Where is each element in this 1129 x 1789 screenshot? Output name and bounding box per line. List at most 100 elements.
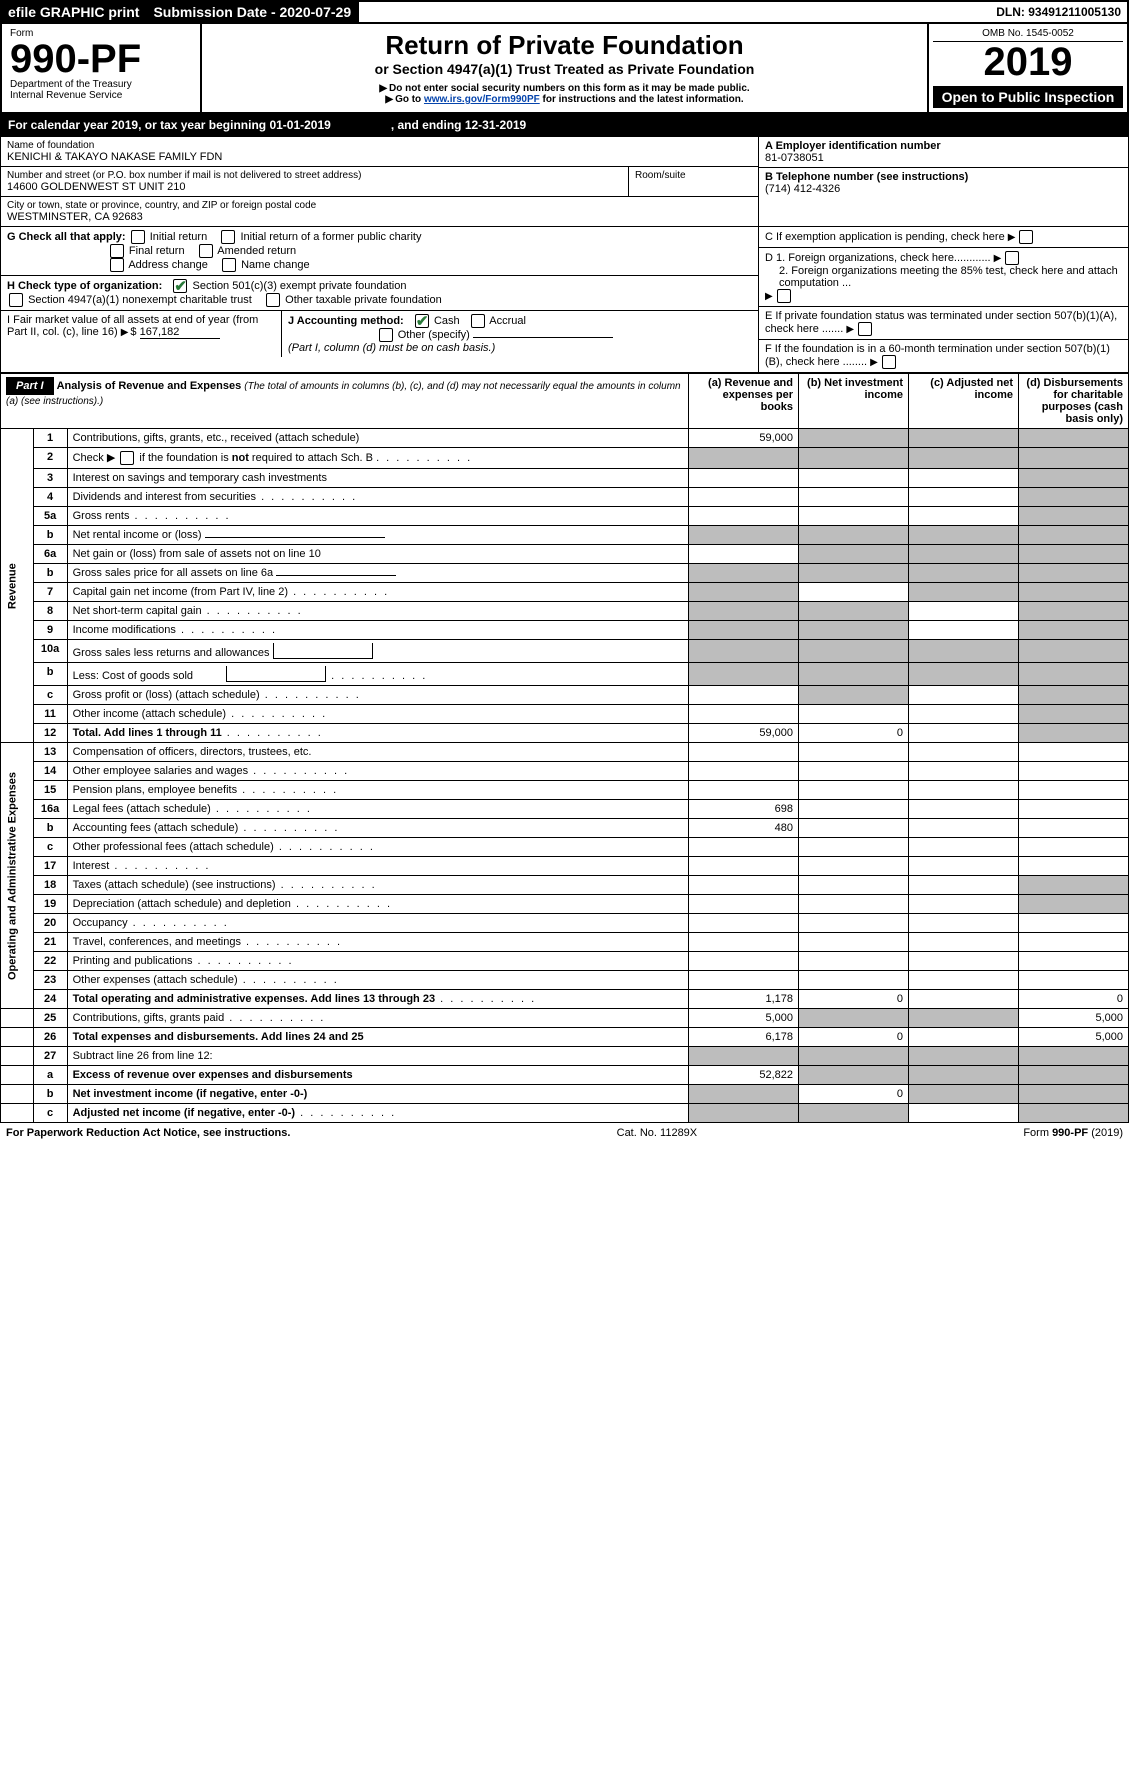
row-desc: Capital gain net income (from Part IV, l…	[67, 583, 688, 602]
g-initial-return-checkbox[interactable]	[131, 230, 145, 244]
row-num: c	[33, 1104, 67, 1123]
table-row: b Gross sales price for all assets on li…	[1, 564, 1129, 583]
row-desc: Other income (attach schedule)	[67, 705, 688, 724]
foundation-name: KENICHI & TAKAYO NAKASE FAMILY FDN	[7, 151, 752, 163]
cell-a: 5,000	[689, 1009, 799, 1028]
e-checkbox[interactable]	[858, 322, 872, 336]
j-note: (Part I, column (d) must be on cash basi…	[288, 342, 495, 354]
row-desc: Contributions, gifts, grants paid	[67, 1009, 688, 1028]
row-num: 10a	[33, 640, 67, 663]
instructions-link[interactable]: www.irs.gov/Form990PF	[424, 94, 540, 105]
h-opt-1: Section 501(c)(3) exempt private foundat…	[192, 280, 406, 292]
row-num: 19	[33, 895, 67, 914]
cell-d	[1019, 429, 1129, 448]
h-opt-2: Section 4947(a)(1) nonexempt charitable …	[28, 294, 252, 306]
dln-label: DLN: 93491211005130	[990, 2, 1127, 22]
row-desc: Adjusted net income (if negative, enter …	[67, 1104, 688, 1123]
form-header: Form 990-PF Department of the Treasury I…	[0, 24, 1129, 114]
phone-label: B Telephone number (see instructions)	[765, 171, 1122, 183]
g-name-change-checkbox[interactable]	[222, 258, 236, 272]
efile-print-button[interactable]: efile GRAPHIC print	[2, 2, 147, 22]
h-other-checkbox[interactable]	[266, 293, 280, 307]
table-row: 21 Travel, conferences, and meetings	[1, 933, 1129, 952]
col-a-header: (a) Revenue and expenses per books	[689, 374, 799, 429]
phone-value: (714) 412-4326	[765, 183, 1122, 195]
row-desc: Dividends and interest from securities	[67, 488, 688, 507]
g-amended-checkbox[interactable]	[199, 244, 213, 258]
expenses-vlabel: Operating and Administrative Expenses	[1, 743, 34, 1009]
row-desc: Income modifications	[67, 621, 688, 640]
d2-label: 2. Foreign organizations meeting the 85%…	[765, 265, 1122, 289]
table-row: 11 Other income (attach schedule)	[1, 705, 1129, 724]
row-desc: Contributions, gifts, grants, etc., rece…	[67, 429, 688, 448]
note-goto-suffix: for instructions and the latest informat…	[543, 94, 744, 105]
table-row: 20 Occupancy	[1, 914, 1129, 933]
submission-date: Submission Date - 2020-07-29	[147, 2, 359, 22]
j-other: Other (specify)	[398, 329, 470, 341]
h-501c3-checkbox[interactable]	[173, 279, 187, 293]
g-label: G Check all that apply:	[7, 231, 126, 243]
table-row: Revenue 1 Contributions, gifts, grants, …	[1, 429, 1129, 448]
g-opt-0: Initial return	[150, 231, 207, 243]
name-label: Name of foundation	[7, 140, 752, 151]
table-row: 2 Check ▶ if the foundation is not requi…	[1, 448, 1129, 469]
row-desc: Legal fees (attach schedule)	[67, 800, 688, 819]
g-address-change-checkbox[interactable]	[110, 258, 124, 272]
row-num: 26	[33, 1028, 67, 1047]
table-row: c Other professional fees (attach schedu…	[1, 838, 1129, 857]
c-label: C If exemption application is pending, c…	[765, 231, 1005, 243]
page-subtitle: or Section 4947(a)(1) Trust Treated as P…	[208, 61, 921, 77]
row-num: 1	[33, 429, 67, 448]
row-num: 13	[33, 743, 67, 762]
table-row: 10a Gross sales less returns and allowan…	[1, 640, 1129, 663]
table-row: 23 Other expenses (attach schedule)	[1, 971, 1129, 990]
table-row: c Adjusted net income (if negative, ente…	[1, 1104, 1129, 1123]
row-num: 21	[33, 933, 67, 952]
g-initial-public-checkbox[interactable]	[221, 230, 235, 244]
row-desc: Accounting fees (attach schedule)	[67, 819, 688, 838]
j-accrual-checkbox[interactable]	[471, 314, 485, 328]
cell-b: 0	[799, 1085, 909, 1104]
row-num: 6a	[33, 545, 67, 564]
table-row: 22 Printing and publications	[1, 952, 1129, 971]
row-desc: Net gain or (loss) from sale of assets n…	[67, 545, 688, 564]
table-row: c Gross profit or (loss) (attach schedul…	[1, 686, 1129, 705]
row-num: 23	[33, 971, 67, 990]
row-desc: Other employee salaries and wages	[67, 762, 688, 781]
j-cash-checkbox[interactable]	[415, 314, 429, 328]
d2-checkbox[interactable]	[777, 289, 791, 303]
row-desc: Check ▶ if the foundation is not require…	[67, 448, 688, 469]
j-label: J Accounting method:	[288, 315, 404, 327]
city-label: City or town, state or province, country…	[7, 200, 752, 211]
table-row: 25 Contributions, gifts, grants paid 5,0…	[1, 1009, 1129, 1028]
schb-checkbox[interactable]	[120, 451, 134, 465]
cal-end: , and ending 12-31-2019	[391, 118, 526, 132]
row-desc: Gross sales price for all assets on line…	[67, 564, 688, 583]
city-value: WESTMINSTER, CA 92683	[7, 211, 752, 223]
row-num: b	[33, 564, 67, 583]
form-number: 990-PF	[10, 39, 192, 79]
row-num: b	[33, 526, 67, 545]
c-checkbox[interactable]	[1019, 230, 1033, 244]
table-row: b Net investment income (if negative, en…	[1, 1085, 1129, 1104]
i-value: 167,182	[140, 326, 220, 339]
row-desc: Net short-term capital gain	[67, 602, 688, 621]
d1-checkbox[interactable]	[1005, 251, 1019, 265]
table-row: 6a Net gain or (loss) from sale of asset…	[1, 545, 1129, 564]
row-num: c	[33, 686, 67, 705]
part1-bar: Part I	[6, 377, 54, 395]
table-row: b Net rental income or (loss)	[1, 526, 1129, 545]
row-num: 3	[33, 469, 67, 488]
foundation-info: Name of foundation KENICHI & TAKAYO NAKA…	[0, 136, 1129, 227]
row-num: 16a	[33, 800, 67, 819]
j-other-checkbox[interactable]	[379, 328, 393, 342]
h-4947-checkbox[interactable]	[9, 293, 23, 307]
page-title: Return of Private Foundation	[208, 30, 921, 61]
f-checkbox[interactable]	[882, 355, 896, 369]
row-desc: Net rental income or (loss)	[67, 526, 688, 545]
cell-a: 59,000	[689, 724, 799, 743]
page-footer: For Paperwork Reduction Act Notice, see …	[0, 1123, 1129, 1143]
cell-a: 59,000	[689, 429, 799, 448]
table-row: b Accounting fees (attach schedule) 480	[1, 819, 1129, 838]
g-final-return-checkbox[interactable]	[110, 244, 124, 258]
